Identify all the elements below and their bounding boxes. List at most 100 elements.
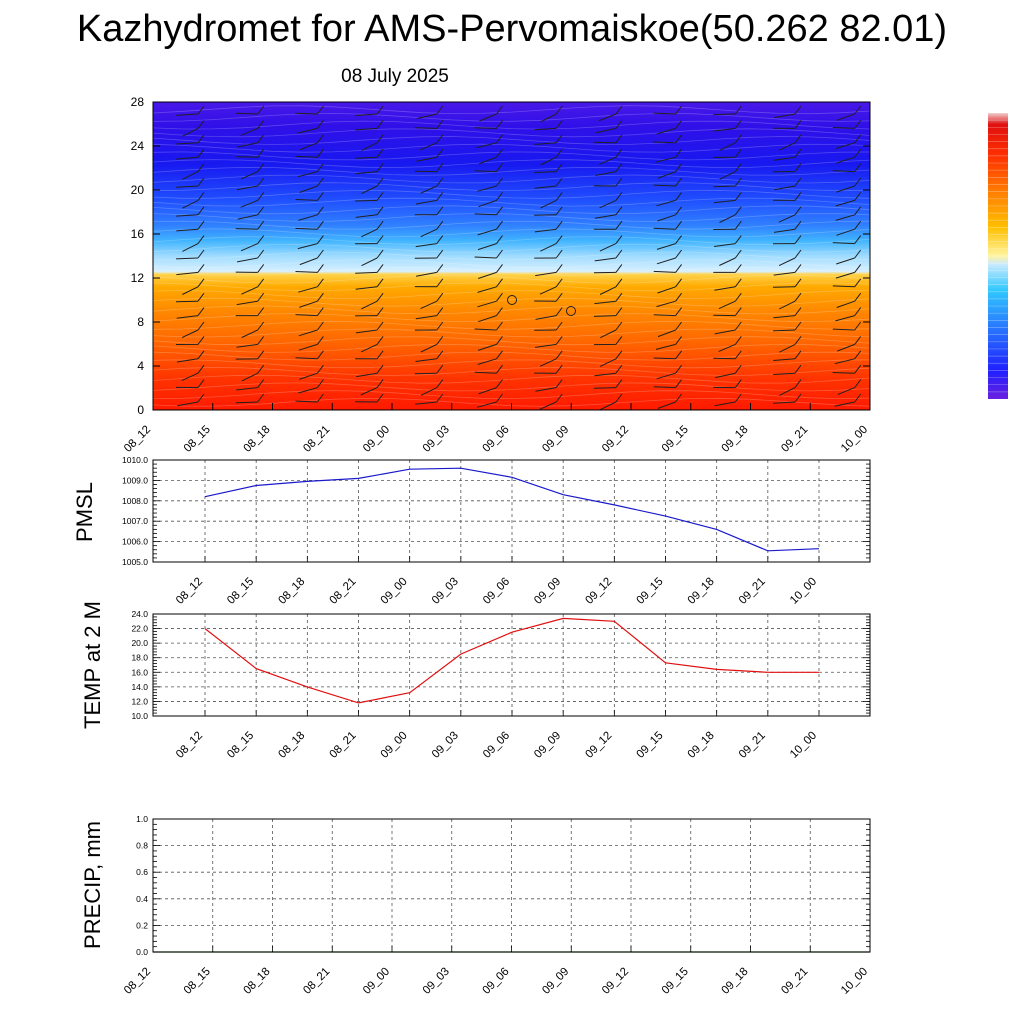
wind-barb-staff (555, 350, 563, 360)
colorbar-bands (988, 119, 1008, 393)
wind-barb-staff (316, 249, 324, 259)
wind-barb-staff (257, 278, 265, 288)
x-tick-label: 09_00 (361, 966, 392, 997)
wind-barb-staff (615, 336, 623, 345)
y-tick-label: 24 (131, 139, 145, 153)
wind-barb-staff (794, 336, 802, 345)
y-tick-label: 1005.0 (122, 557, 148, 567)
contour-line (152, 120, 871, 130)
wind-barb-staff (555, 379, 563, 388)
y-tick-label: 16 (131, 227, 145, 241)
wind-barb (836, 156, 855, 164)
wind-barb-staff (436, 105, 444, 115)
wind-barb (835, 271, 855, 279)
wind-barb-staff (496, 192, 503, 201)
x-tick-label: 08_21 (328, 576, 359, 607)
wind-barb-staff (496, 148, 503, 158)
wind-barb-staff (436, 220, 444, 230)
wind-barb (655, 343, 676, 350)
colorbar-fill (988, 113, 1008, 399)
wind-barb (415, 401, 437, 405)
contour-line (152, 205, 871, 215)
x-tick-label: 08_15 (225, 576, 256, 607)
x-tick-label: 10_00 (839, 966, 870, 997)
wind-barb-staff (675, 379, 682, 388)
wind-barb (355, 329, 378, 334)
wind-barb (295, 400, 318, 403)
wind-barb-staff (496, 220, 503, 230)
wind-barb (773, 271, 796, 276)
wind-barb (236, 343, 258, 348)
wind-barb-staff (555, 364, 563, 374)
wind-barb-staff (436, 307, 444, 316)
contour-line (152, 266, 871, 276)
wind-barb (176, 113, 199, 116)
wind-barb (241, 372, 258, 382)
wind-barb-staff (555, 134, 563, 144)
wind-barb (416, 113, 437, 120)
x-tick-label: 09_09 (532, 576, 563, 607)
wind-barb-staff (316, 120, 324, 129)
wind-barb-staff (257, 134, 265, 144)
wind-barb-staff (197, 134, 205, 144)
wind-barb-staff (376, 105, 384, 115)
wind-barb-staff (496, 105, 503, 115)
wind-barb-staff (734, 393, 742, 403)
wind-barb (718, 300, 736, 310)
wind-barb (415, 315, 437, 320)
wind-barb (355, 271, 378, 274)
wind-barb (474, 328, 497, 331)
wind-barb-staff (436, 321, 444, 331)
wind-barb-staff (854, 177, 862, 187)
wind-barb (653, 227, 676, 230)
wind-barb-staff (615, 206, 623, 216)
wind-barb (474, 170, 497, 173)
wind-barb (832, 372, 855, 374)
wind-barb (298, 387, 318, 394)
wind-barb (655, 156, 676, 163)
pmsl-series-line (204, 467, 820, 552)
wind-barb (241, 286, 258, 295)
wind-barb-staff (496, 350, 503, 360)
pmsl-y-axis: 1005.0 1006.0 1007.0 1008.0 1009.0 1010.0 (122, 455, 870, 567)
wind-barb-staff (376, 192, 384, 201)
x-tick-label: 08_21 (301, 424, 332, 455)
wind-barb (779, 300, 796, 310)
wind-barb-staff (496, 278, 503, 288)
wind-barb-staff (854, 206, 862, 216)
wind-barb (599, 286, 617, 295)
wind-barb (599, 199, 617, 209)
wind-barb-staff (734, 321, 742, 331)
wind-barb-staff (615, 364, 623, 374)
wind-barb-staff (496, 120, 503, 129)
wind-barb-staff (675, 278, 682, 288)
wind-barb-staff (436, 249, 444, 259)
wind-barb-staff (316, 220, 324, 230)
wind-barb-staff (376, 206, 384, 216)
wind-barb (593, 315, 616, 317)
wind-barb-staff (675, 336, 682, 345)
wind-barb-staff (615, 379, 623, 388)
wind-barb (240, 127, 258, 136)
wind-barb-staff (257, 105, 265, 115)
x-tick-label: 08_12 (174, 730, 205, 761)
wind-barb (176, 257, 199, 260)
x-tick-label: 09_15 (660, 424, 691, 455)
contour-line (152, 128, 871, 138)
wind-barb-staff (376, 120, 384, 129)
wind-barb (420, 300, 438, 310)
wind-barb-staff (734, 105, 742, 115)
wind-barb (657, 401, 676, 409)
wind-barb-staff (436, 364, 444, 374)
temp-y-axis: 10.0 12.0 14.0 16.0 18.0 20.0 22.0 24.0 (131, 609, 870, 721)
contour-line (152, 282, 871, 292)
x-tick-label: 09_21 (737, 730, 768, 761)
temp-x-axis: 08_12 08_15 08_18 08_21 09_00 09_03 09_06 09_09… (174, 710, 820, 761)
contour-line (152, 143, 871, 153)
wind-barb (182, 171, 199, 180)
x-tick-label: 08_21 (328, 730, 359, 761)
wind-barb-staff (316, 292, 324, 302)
wind-barb (832, 328, 855, 331)
y-tick-label: 1009.0 (122, 475, 148, 485)
x-tick-label: 09_15 (635, 576, 666, 607)
